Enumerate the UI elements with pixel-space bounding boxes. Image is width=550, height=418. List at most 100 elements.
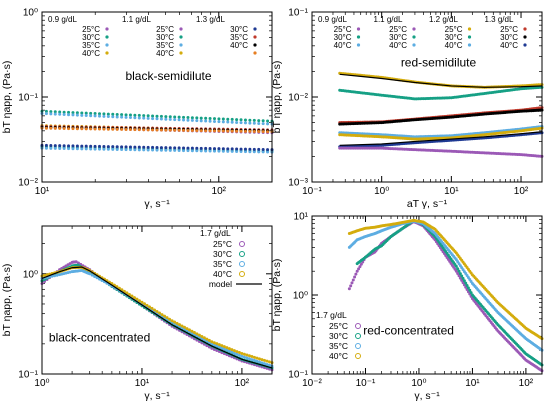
legend-group-header: 1.7 g/dL (316, 310, 347, 320)
data-point (49, 112, 53, 116)
data-point (197, 339, 201, 343)
data-point (235, 149, 239, 153)
legend-marker (523, 27, 527, 31)
data-point (44, 146, 48, 150)
data-point (165, 316, 169, 320)
data-point (151, 145, 155, 149)
legend-marker (105, 35, 109, 39)
data-point (215, 342, 219, 346)
data-point (204, 119, 208, 123)
data-point (202, 336, 206, 340)
x-tick-label: 10² (235, 378, 250, 389)
data-point (252, 150, 256, 154)
data-point (164, 115, 168, 119)
data-point (230, 120, 234, 124)
data-point (358, 265, 362, 269)
data-point (168, 115, 172, 119)
x-tick-label: 10⁻¹ (356, 378, 376, 389)
data-point (261, 130, 265, 134)
data-point (213, 119, 216, 123)
data-point (133, 128, 137, 132)
data-point (75, 127, 79, 131)
data-point (111, 127, 115, 131)
data-point (58, 146, 62, 150)
data-point (235, 352, 239, 356)
data-point (89, 144, 93, 148)
data-point (355, 269, 359, 273)
data-point (164, 146, 168, 150)
series-4 (338, 124, 544, 139)
y-tick-label: 10⁻¹ (288, 370, 308, 381)
data-point (260, 358, 264, 362)
data-point (210, 340, 214, 344)
data-point (217, 129, 221, 133)
data-point (93, 274, 97, 278)
x-tick-label: 10¹ (444, 186, 459, 197)
data-point (266, 119, 270, 123)
data-point (349, 284, 353, 288)
data-point (71, 111, 75, 115)
data-point (187, 328, 191, 332)
data-point (45, 273, 49, 277)
data-point (155, 148, 159, 152)
data-point (168, 146, 172, 150)
data-point (142, 128, 146, 132)
data-point (137, 128, 141, 132)
data-point (252, 355, 256, 359)
data-point (71, 127, 75, 131)
data-point (168, 148, 172, 152)
data-point (128, 128, 132, 132)
y-tick-label: 10⁻² (288, 93, 308, 104)
data-point (222, 345, 226, 349)
data-point (217, 343, 221, 347)
data-point (71, 113, 75, 117)
legend-entry-label: 25°C (213, 239, 232, 249)
data-point (457, 274, 461, 278)
data-point (242, 352, 246, 356)
data-point (102, 127, 106, 131)
data-point (250, 355, 254, 359)
y-axis-label: bT ηapp, (Pa·s) (1, 61, 13, 134)
data-point (115, 147, 119, 151)
data-point (261, 119, 265, 123)
data-point (207, 338, 211, 342)
data-point (242, 355, 246, 359)
x-tick-label: 10⁰ (34, 378, 49, 389)
legend-group-header: 1.3 g/dL (485, 15, 514, 24)
legend-marker (179, 35, 183, 39)
data-point (243, 147, 247, 151)
data-point (248, 118, 252, 122)
model-line (339, 131, 543, 146)
data-point (468, 288, 472, 292)
data-point (210, 342, 214, 346)
data-point (195, 129, 199, 133)
data-point (460, 274, 464, 278)
data-point (120, 145, 124, 149)
legend-entry-label: 30°C (334, 33, 352, 42)
data-point (226, 120, 230, 124)
data-point (98, 112, 101, 116)
data-point (115, 127, 119, 131)
legend-marker (355, 343, 361, 349)
data-point (257, 150, 261, 154)
data-point (115, 115, 119, 119)
data-point (133, 148, 137, 152)
data-point (124, 113, 128, 117)
data-point (226, 117, 230, 121)
data-point (89, 114, 93, 118)
data-point (232, 351, 236, 355)
data-point (58, 144, 62, 148)
data-point (456, 272, 460, 276)
data-point (44, 109, 48, 113)
y-axis-label: bT ηapp, (Pa·s) (1, 264, 13, 337)
data-point (137, 113, 141, 117)
legend-marker (467, 27, 472, 31)
legend-entry-label: 30°C (389, 33, 407, 42)
data-point (212, 341, 216, 345)
data-point (111, 115, 115, 119)
legend-entry-label: 35°C (82, 41, 100, 50)
data-point (190, 149, 194, 153)
data-point (217, 345, 221, 349)
